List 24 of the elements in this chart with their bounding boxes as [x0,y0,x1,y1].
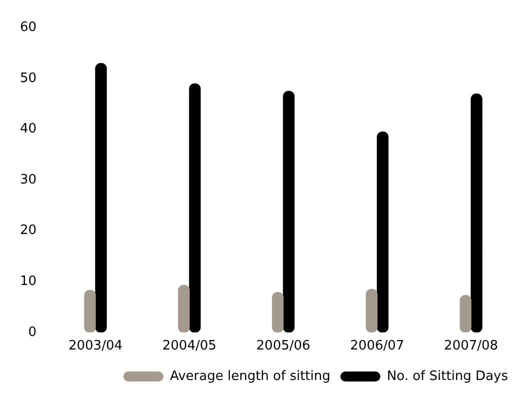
y-tick-label: 10 [20,274,37,290]
bar [189,83,201,332]
legend-label: Average length of sitting [170,368,330,384]
y-tick-label: 40 [20,122,37,137]
bar [460,295,472,332]
y-tick-label: 50 [20,70,37,86]
x-tick-label: 2004/05 [162,338,216,354]
legend-label: No. of Sitting Days [386,368,508,384]
y-tick-label: 20 [20,223,37,238]
y-tick-label: 0 [28,324,37,340]
y-tick-label: 60 [20,20,37,36]
bar [376,132,388,332]
bar [95,63,107,332]
x-tick-label: 2006/07 [350,338,404,354]
y-tick-label: 30 [20,172,37,188]
bar [366,288,378,332]
bar [272,292,284,332]
bar [470,93,482,332]
x-tick-label: 2005/06 [256,338,310,354]
bar [84,290,96,332]
x-tick-label: 2007/08 [444,338,498,354]
bar [178,284,190,332]
x-tick-label: 2003/04 [68,338,122,354]
bar [282,90,295,332]
